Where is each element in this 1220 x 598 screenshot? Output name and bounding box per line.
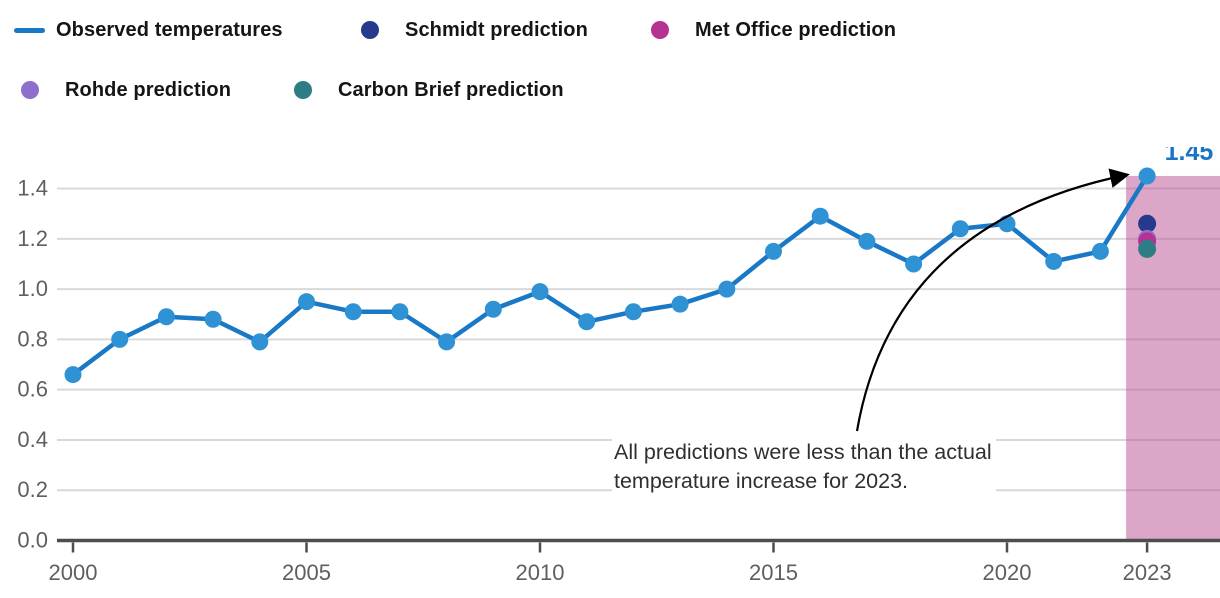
x-tick-label: 2020 [983,560,1032,585]
observed-point-2019 [951,220,969,238]
y-tick-label: 1.4 [17,176,48,201]
observed-point-2012 [624,303,642,321]
legend-label: Schmidt prediction [405,18,588,41]
observed-point-2013 [671,295,689,313]
legend-item-schmidt: Schmidt prediction [361,18,588,42]
schmidt-dot-icon [361,21,379,39]
x-tick-label: 2023 [1123,560,1172,585]
y-tick-label: 0.6 [17,377,48,402]
y-tick-label: 0.2 [17,477,48,502]
y-tick-label: 1.2 [17,226,48,251]
observed-point-2003 [204,310,222,328]
observed-point-2005 [298,293,315,311]
observed-point-2021 [1045,252,1063,270]
legend-label: Carbon Brief prediction [338,78,564,101]
observed-point-2014 [718,280,736,298]
x-tick-label: 2015 [749,560,798,585]
legend-item-carbon-brief: Carbon Brief prediction [294,78,564,102]
observed-point-2006 [344,303,362,321]
observed-point-2007 [391,303,409,321]
legend-item-met-office: Met Office prediction [651,18,896,42]
value-label-2023: 1.45 [1164,147,1214,166]
highlight-region-2023 [1126,175,1220,541]
y-tick-label: 1.0 [17,276,48,301]
schmidt-prediction-point [1138,214,1157,233]
value-label-2023-clip: 1.45 [1158,147,1220,168]
observed-temperature-line [70,173,1150,377]
x-tick-label: 2000 [49,560,98,585]
carbon-brief-dot-icon [294,81,312,99]
legend-item-observed: Observed temperatures [14,18,283,42]
observed-line-swatch-icon [14,27,45,33]
y-tick-label: 0.8 [17,326,48,351]
x-tick-label: 2010 [516,560,565,585]
observed-point-2002 [157,308,175,326]
observed-point-2008 [438,333,456,351]
legend-item-rohde: Rohde prediction [21,78,231,102]
x-tick-label: 2005 [282,560,331,585]
observed-point-2016 [811,207,829,225]
observed-point-2023 [1138,167,1156,185]
observed-point-2010 [531,283,549,301]
carbon-brief-prediction-point [1138,239,1157,258]
y-tick-label: 0.0 [17,528,48,553]
observed-point-2009 [484,300,502,318]
annotation-text: All predictions were less than the actua… [612,437,996,498]
legend-label: Met Office prediction [695,18,897,41]
observed-point-2000 [64,366,82,384]
observed-point-2001 [111,330,129,348]
observed-point-2017 [858,232,876,250]
met-office-dot-icon [651,21,669,39]
observed-point-2011 [578,313,596,331]
annotation-arrow [855,168,1130,432]
observed-point-2022 [1091,242,1109,260]
observed-point-2015 [765,242,782,260]
legend-label: Rohde prediction [65,78,232,101]
legend-label: Observed temperatures [56,18,283,41]
observed-point-2004 [251,333,269,351]
y-tick-label: 0.4 [17,427,48,452]
rohde-dot-icon [21,81,39,99]
observed-point-2018 [905,255,923,273]
